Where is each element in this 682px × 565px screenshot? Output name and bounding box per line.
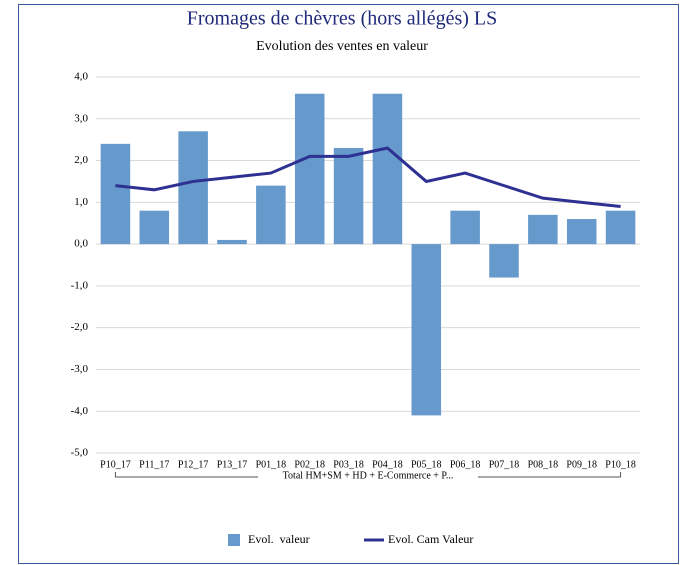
y-tick-label: 3,0 <box>74 112 88 124</box>
bar <box>217 239 247 245</box>
bar <box>566 219 597 245</box>
legend-label: Evol. Cam Valeur <box>388 532 473 546</box>
x-tick-label: P06_18 <box>450 459 481 470</box>
line <box>115 146 621 209</box>
x-tick-label: P11_17 <box>139 459 169 470</box>
y-tick-label: -2,0 <box>71 321 89 333</box>
bar <box>450 210 480 245</box>
x-tick-label: P03_18 <box>333 459 364 470</box>
y-tick-label: 0,0 <box>74 238 88 250</box>
bar <box>294 93 325 245</box>
bar <box>256 185 286 245</box>
chart-frame <box>18 4 679 564</box>
y-tick-label: 2,0 <box>74 154 88 166</box>
chart-subtitle: Evolution des ventes en valeur <box>256 39 428 54</box>
y-tick-label: 4,0 <box>74 71 88 83</box>
x-tick-label: P01_18 <box>256 459 287 470</box>
bar <box>528 214 558 245</box>
bar <box>489 244 519 278</box>
x-tick-label: P10_17 <box>100 459 131 470</box>
bar <box>333 148 364 245</box>
group-label-bg <box>258 470 478 482</box>
bar <box>139 210 170 245</box>
chart-title: Fromages de chèvres (hors allégés) LS <box>187 8 497 30</box>
group-label: Total HM+SM + HD + E-Commerce + P... <box>283 470 454 481</box>
x-tick-label: P08_18 <box>528 459 559 470</box>
bar <box>372 93 403 245</box>
bar <box>178 131 208 245</box>
x-tick-label: P02_18 <box>294 459 325 470</box>
x-tick-label: P13_17 <box>217 459 248 470</box>
legend-label: Evol. valeur <box>248 532 310 546</box>
legend-swatch <box>228 534 240 546</box>
x-tick-label: P07_18 <box>489 459 520 470</box>
x-tick-label: P12_17 <box>178 459 209 470</box>
x-tick-label: P05_18 <box>411 459 442 470</box>
bar <box>100 143 131 245</box>
y-tick-label: 1,0 <box>74 196 88 208</box>
bar <box>605 210 636 245</box>
y-tick-label: -3,0 <box>71 363 89 375</box>
x-tick-label: P10_18 <box>605 459 636 470</box>
x-tick-label: P04_18 <box>372 459 403 470</box>
bar <box>411 244 442 416</box>
x-tick-label: P09_18 <box>566 459 597 470</box>
y-tick-label: -5,0 <box>71 447 89 459</box>
y-tick-label: -4,0 <box>71 405 89 417</box>
y-tick-label: -1,0 <box>71 279 89 291</box>
